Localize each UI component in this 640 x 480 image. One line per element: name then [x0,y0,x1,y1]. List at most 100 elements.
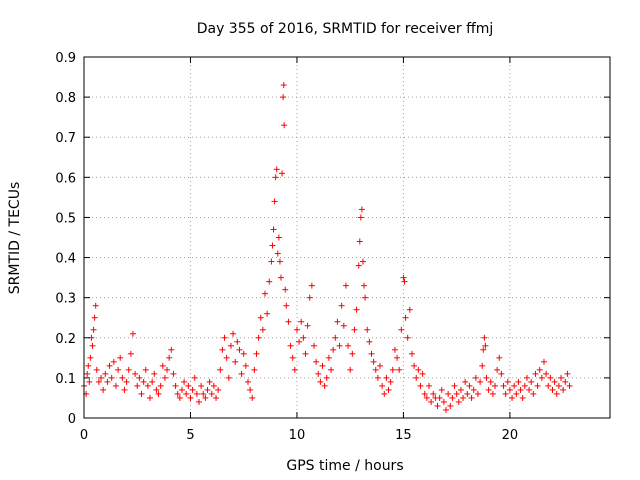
data-point [481,334,488,341]
data-point [445,390,452,397]
data-point [93,366,100,373]
data-point [230,330,237,337]
data-point [400,274,407,281]
data-point [274,250,281,257]
data-point [449,394,456,401]
data-point [340,322,347,329]
data-point [170,370,177,377]
data-point [372,366,379,373]
data-point [447,402,454,409]
data-point [408,350,415,357]
data-point [455,398,462,405]
data-point [264,310,271,317]
data-point [275,234,282,241]
data-point [127,350,134,357]
data-point [457,386,464,393]
data-point [283,302,290,309]
y-tick-label: 0.2 [55,332,76,347]
data-point [247,386,254,393]
data-point [482,342,489,349]
data-point [353,306,360,313]
plot-frame [83,56,611,419]
data-point [560,386,567,393]
data-point [140,378,147,385]
data-point [356,238,363,245]
data-point [521,382,528,389]
data-point [159,362,166,369]
data-point [423,394,430,401]
data-point [361,282,368,289]
data-point [300,334,307,341]
data-point [115,366,122,373]
data-point [282,286,289,293]
data-point [277,274,284,281]
data-point [358,206,365,213]
data-point [302,350,309,357]
y-tick-label: 0.7 [55,131,76,146]
data-point [355,262,362,269]
y-tick-labels: 0 0.1 0.2 0.3 0.4 0.5 0.6 0.7 0.8 0.9 [55,51,76,427]
data-point [347,366,354,373]
data-point [545,382,552,389]
data-point [502,390,509,397]
data-point [232,358,239,365]
data-point [217,366,224,373]
data-point [338,302,345,309]
x-tick-label: 20 [502,428,519,443]
data-point [306,294,313,301]
data-point [89,342,96,349]
data-point [147,394,154,401]
data-point [168,346,175,353]
data-point [464,390,471,397]
data-point [110,358,117,365]
data-point [86,378,93,385]
y-tick-label: 0.8 [55,91,76,106]
data-point [223,354,230,361]
x-axis-title: GPS time / hours [286,458,403,474]
data-point [357,214,364,221]
points-layer [81,82,573,413]
data-point [195,398,202,405]
data-point [85,362,92,369]
data-point [391,346,398,353]
data-point [504,378,511,385]
data-point [474,390,481,397]
data-point [417,382,424,389]
data-point [315,370,322,377]
data-point [100,386,107,393]
data-point [296,338,303,345]
data-point [389,366,396,373]
data-point [255,334,262,341]
data-point [187,394,194,401]
data-point [90,326,97,333]
data-point [402,314,409,321]
data-point [377,362,384,369]
data-point [383,374,390,381]
data-point [325,354,332,361]
data-point [129,330,136,337]
data-point [485,386,492,393]
data-point [280,82,287,89]
data-point [121,386,128,393]
data-point [526,386,533,393]
data-point [364,326,371,333]
data-point [313,358,320,365]
data-point [200,390,207,397]
data-point [125,366,132,373]
data-point [564,370,571,377]
data-point [536,366,543,373]
data-point [323,374,330,381]
data-point [511,382,518,389]
data-point [566,382,573,389]
data-point [492,382,499,389]
data-point [244,378,251,385]
data-point [108,374,115,381]
data-point [394,354,401,361]
data-point [123,378,130,385]
data-point [268,258,275,265]
data-point [443,406,450,413]
data-point [215,386,222,393]
data-point [164,366,171,373]
data-point [273,166,280,173]
data-point [279,170,286,177]
